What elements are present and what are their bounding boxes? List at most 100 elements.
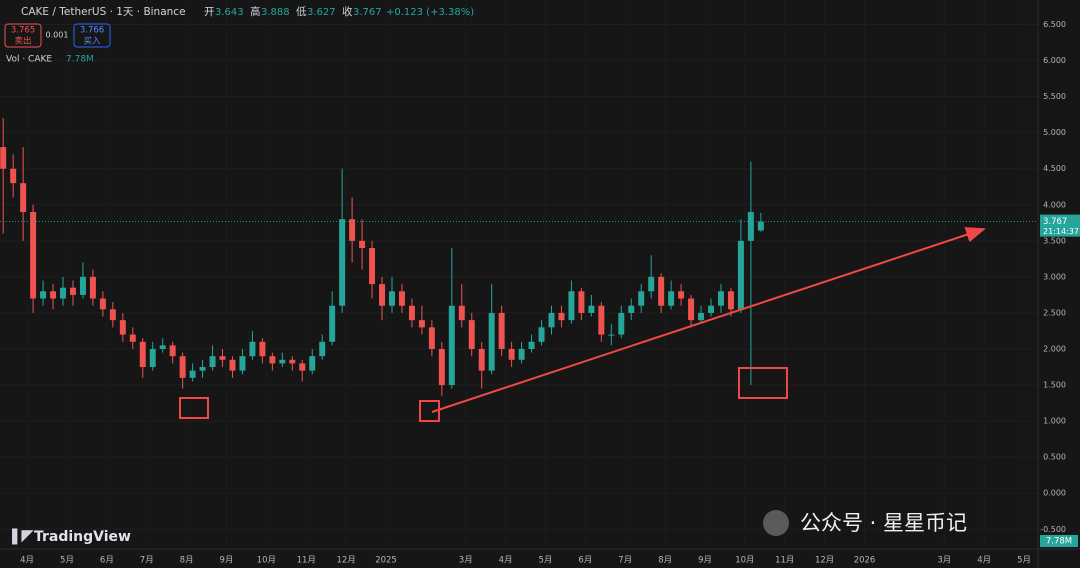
- candle-body: [379, 284, 386, 306]
- highlight-box: [179, 397, 209, 419]
- buy-price: 3.766: [80, 26, 104, 36]
- candle-body: [717, 291, 724, 306]
- x-tick-label: 8月: [180, 556, 194, 566]
- candle-body: [727, 291, 734, 310]
- y-tick-label: 4.500: [1043, 164, 1066, 173]
- volume-axis-box: [1040, 535, 1078, 547]
- candle-body: [438, 348, 445, 386]
- x-tick-label: 5月: [60, 556, 74, 566]
- candle-body: [179, 356, 186, 378]
- candle-body: [428, 327, 435, 349]
- candle-body: [598, 305, 605, 335]
- candle-body: [349, 219, 356, 241]
- x-tick-label: 2025: [375, 556, 397, 566]
- candle-body: [169, 345, 176, 357]
- x-tick-label: 12月: [815, 556, 834, 566]
- candle-body: [588, 305, 595, 313]
- candle-body: [688, 298, 695, 321]
- candle-body: [89, 276, 96, 299]
- candle-body: [478, 348, 485, 371]
- x-tick-label: 2026: [854, 556, 876, 566]
- logo-text: TradingView: [34, 529, 131, 545]
- x-tick-label: 12月: [336, 556, 355, 566]
- highlight-box: [419, 400, 440, 422]
- watermark: 公众号 · 星星币记: [800, 511, 967, 535]
- ohlc-value: 3.888: [261, 7, 290, 18]
- ohlc-key: 收: [342, 5, 353, 18]
- candle-body: [389, 291, 395, 306]
- candle-body: [698, 312, 705, 321]
- y-tick-label: -0.500: [1040, 525, 1066, 534]
- y-tick-label: 0.500: [1043, 453, 1066, 462]
- x-tick-label: 7月: [618, 556, 632, 566]
- y-tick-label: 1.500: [1043, 381, 1066, 390]
- x-tick-label: 10月: [257, 556, 276, 566]
- candle-body: [109, 309, 116, 321]
- y-tick-label: 2.500: [1043, 308, 1066, 317]
- candle-body: [189, 370, 196, 378]
- candle-body: [139, 341, 146, 368]
- candle-body: [30, 211, 37, 299]
- y-tick-label: 5.500: [1043, 92, 1066, 101]
- logo: ❚◤: [8, 526, 34, 545]
- candle-body: [558, 312, 565, 321]
- candle-body: [259, 341, 266, 357]
- x-tick-label: 6月: [100, 556, 114, 566]
- candle-body: [668, 291, 675, 306]
- x-tick-label: 4月: [977, 556, 991, 566]
- candle-body: [69, 287, 76, 295]
- candle-body: [638, 291, 645, 306]
- candle-body: [498, 312, 505, 349]
- last-price-label: 3.767: [1043, 217, 1067, 227]
- y-tick-label: 0.000: [1043, 489, 1066, 498]
- candle-body: [249, 341, 256, 357]
- y-tick-label: 3.000: [1043, 272, 1066, 281]
- x-tick-label: 4月: [499, 556, 513, 566]
- candle-body: [339, 219, 346, 306]
- x-tick-label: 4月: [20, 556, 34, 566]
- y-tick-label: 2.000: [1043, 344, 1066, 353]
- x-tick-label: 11月: [775, 556, 794, 566]
- sell-label: 卖出: [14, 36, 31, 47]
- candle-body: [458, 305, 465, 321]
- candle-body: [518, 348, 525, 360]
- candle-body: [488, 312, 495, 371]
- volume-axis-label: 7.78M: [1046, 537, 1072, 547]
- candle-body: [737, 240, 744, 310]
- wechat-icon: [763, 510, 789, 536]
- y-tick-label: 6.000: [1043, 56, 1066, 65]
- x-tick-label: 6月: [578, 556, 592, 566]
- candle-body: [538, 327, 545, 342]
- candle-body: [229, 359, 236, 371]
- y-tick-label: 1.000: [1043, 417, 1066, 426]
- buy-button[interactable]: [73, 23, 111, 48]
- ohlc-key: 低: [296, 5, 307, 18]
- x-tick-label: 3月: [459, 556, 473, 566]
- candle-body: [648, 276, 655, 292]
- candle-body: [129, 334, 136, 342]
- y-tick-label: 5.000: [1043, 128, 1066, 137]
- ohlc-value: 3.767: [353, 7, 382, 18]
- candle-body: [548, 312, 555, 328]
- candle-body: [79, 276, 86, 295]
- x-tick-label: 9月: [220, 556, 234, 566]
- candle-body: [50, 291, 57, 299]
- candle-body: [239, 356, 246, 371]
- sell-button[interactable]: [4, 23, 42, 48]
- candle-body: [319, 341, 326, 357]
- candle-body: [618, 312, 625, 335]
- x-tick-label: 10月: [735, 556, 754, 566]
- candle-body: [369, 248, 376, 285]
- candle-body: [279, 359, 286, 364]
- last-price-box: [1040, 214, 1080, 237]
- buy-label: 买入: [83, 37, 101, 47]
- candle-body: [359, 240, 366, 249]
- candle-body: [219, 356, 226, 360]
- candle-body: [628, 305, 635, 313]
- candle-body: [418, 320, 425, 328]
- candle-body: [757, 221, 764, 231]
- volume-title: Vol · CAKE: [6, 55, 52, 65]
